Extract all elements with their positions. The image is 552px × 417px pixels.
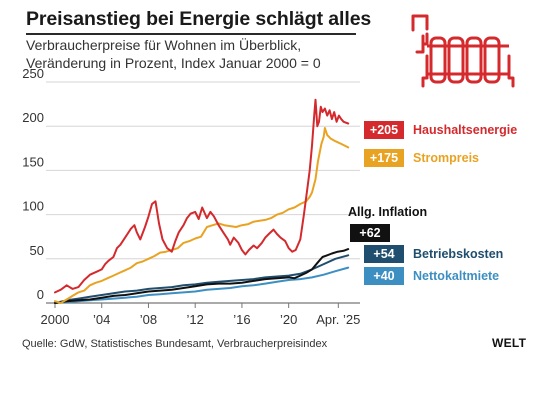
badge-nettokaltmiete: +40 xyxy=(364,267,404,285)
y-tick-label: 250 xyxy=(22,66,44,81)
x-tick-label: ’20 xyxy=(280,312,297,327)
series-name-inflation: Allg. Inflation xyxy=(348,205,428,219)
series-name-haushaltsenergie: Haushaltsenergie xyxy=(413,123,518,137)
x-tick-label: ’16 xyxy=(233,312,250,327)
y-tick-label: 150 xyxy=(22,154,44,169)
chart-subtitle-line2: Veränderung in Prozent, Index Januar 200… xyxy=(26,55,321,71)
series-lines xyxy=(54,98,350,304)
series-name-strompreis: Strompreis xyxy=(413,151,479,165)
x-axis-ticks xyxy=(54,303,339,308)
badge-strompreis: +175 xyxy=(364,149,404,167)
badge-betriebskosten: +54 xyxy=(364,245,404,263)
y-tick-label: 0 xyxy=(37,287,44,302)
x-tick-label: ’12 xyxy=(187,312,204,327)
grid-lines xyxy=(46,81,360,304)
series-line-haushaltsenergie xyxy=(54,98,350,294)
series-name-betriebskosten: Betriebskosten xyxy=(413,247,504,261)
title-rule xyxy=(26,33,356,35)
line-chart: 0 50 100 150 200 250 2000 ’04 ’08 ’12 ’16 ’20 Apr. … xyxy=(22,14,515,327)
x-tick-label: ’08 xyxy=(140,312,157,327)
badge-inflation: +62 xyxy=(350,224,390,242)
y-tick-label: 100 xyxy=(22,199,44,214)
y-tick-label: 200 xyxy=(22,110,44,125)
y-tick-label: 50 xyxy=(30,243,44,258)
x-tick-label: Apr. ’25 xyxy=(316,312,360,327)
series-line-strompreis xyxy=(54,127,350,304)
source-note: Quelle: GdW, Statistisches Bundesamt, Ve… xyxy=(22,338,328,350)
series-line-betriebskosten xyxy=(54,254,350,304)
series-line-nettokaltmiete xyxy=(54,266,350,304)
x-tick-label: ’04 xyxy=(93,312,110,327)
badge-haushaltsenergie: +205 xyxy=(364,121,404,139)
y-axis-labels: 0 50 100 150 200 250 xyxy=(22,66,44,302)
x-axis-labels: 2000 ’04 ’08 ’12 ’16 ’20 Apr. ’25 xyxy=(41,312,361,327)
x-tick-label: 2000 xyxy=(41,312,70,327)
brand-logo: WELT xyxy=(492,336,527,350)
series-line-allg-inflation xyxy=(54,248,350,304)
chart-subtitle-line1: Verbraucherpreise für Wohnen im Überblic… xyxy=(26,37,302,53)
chart-title: Preisanstieg bei Energie schlägt alles xyxy=(26,8,372,30)
series-name-nettokaltmiete: Nettokaltmiete xyxy=(413,269,500,283)
radiator-icon xyxy=(411,14,515,88)
